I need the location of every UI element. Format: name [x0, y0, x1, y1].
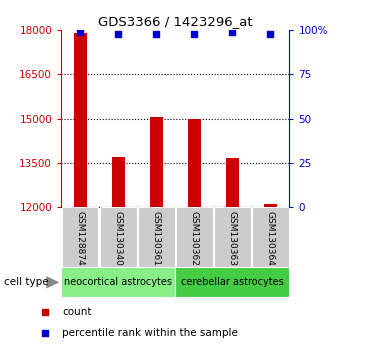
Point: [267, 31, 273, 36]
Bar: [188, 119, 201, 207]
Text: GSM130364: GSM130364: [266, 211, 275, 266]
Polygon shape: [46, 276, 59, 289]
Text: GSM130363: GSM130363: [228, 211, 237, 266]
Bar: [100, 207, 137, 267]
Text: neocortical astrocytes: neocortical astrocytes: [64, 277, 172, 287]
Bar: [62, 207, 98, 267]
Bar: [73, 33, 87, 207]
Bar: [264, 204, 277, 207]
Point: [191, 31, 197, 36]
Bar: [61, 267, 175, 297]
Text: GSM130340: GSM130340: [114, 211, 123, 266]
Bar: [112, 157, 125, 207]
Bar: [176, 207, 213, 267]
Text: cell type: cell type: [4, 277, 48, 287]
Bar: [214, 207, 250, 267]
Bar: [252, 207, 289, 267]
Text: GSM130362: GSM130362: [190, 211, 199, 266]
Point: [77, 29, 83, 35]
Point: [229, 29, 235, 35]
Point: [153, 31, 159, 36]
Text: count: count: [62, 307, 92, 316]
Bar: [175, 267, 289, 297]
Bar: [150, 117, 163, 207]
Text: GSM128874: GSM128874: [76, 211, 85, 266]
Text: GSM130361: GSM130361: [152, 211, 161, 266]
Bar: [138, 207, 174, 267]
Point: [115, 31, 121, 36]
Text: cerebellar astrocytes: cerebellar astrocytes: [181, 277, 284, 287]
Text: percentile rank within the sample: percentile rank within the sample: [62, 328, 238, 338]
Bar: [226, 159, 239, 207]
Title: GDS3366 / 1423296_at: GDS3366 / 1423296_at: [98, 15, 253, 28]
